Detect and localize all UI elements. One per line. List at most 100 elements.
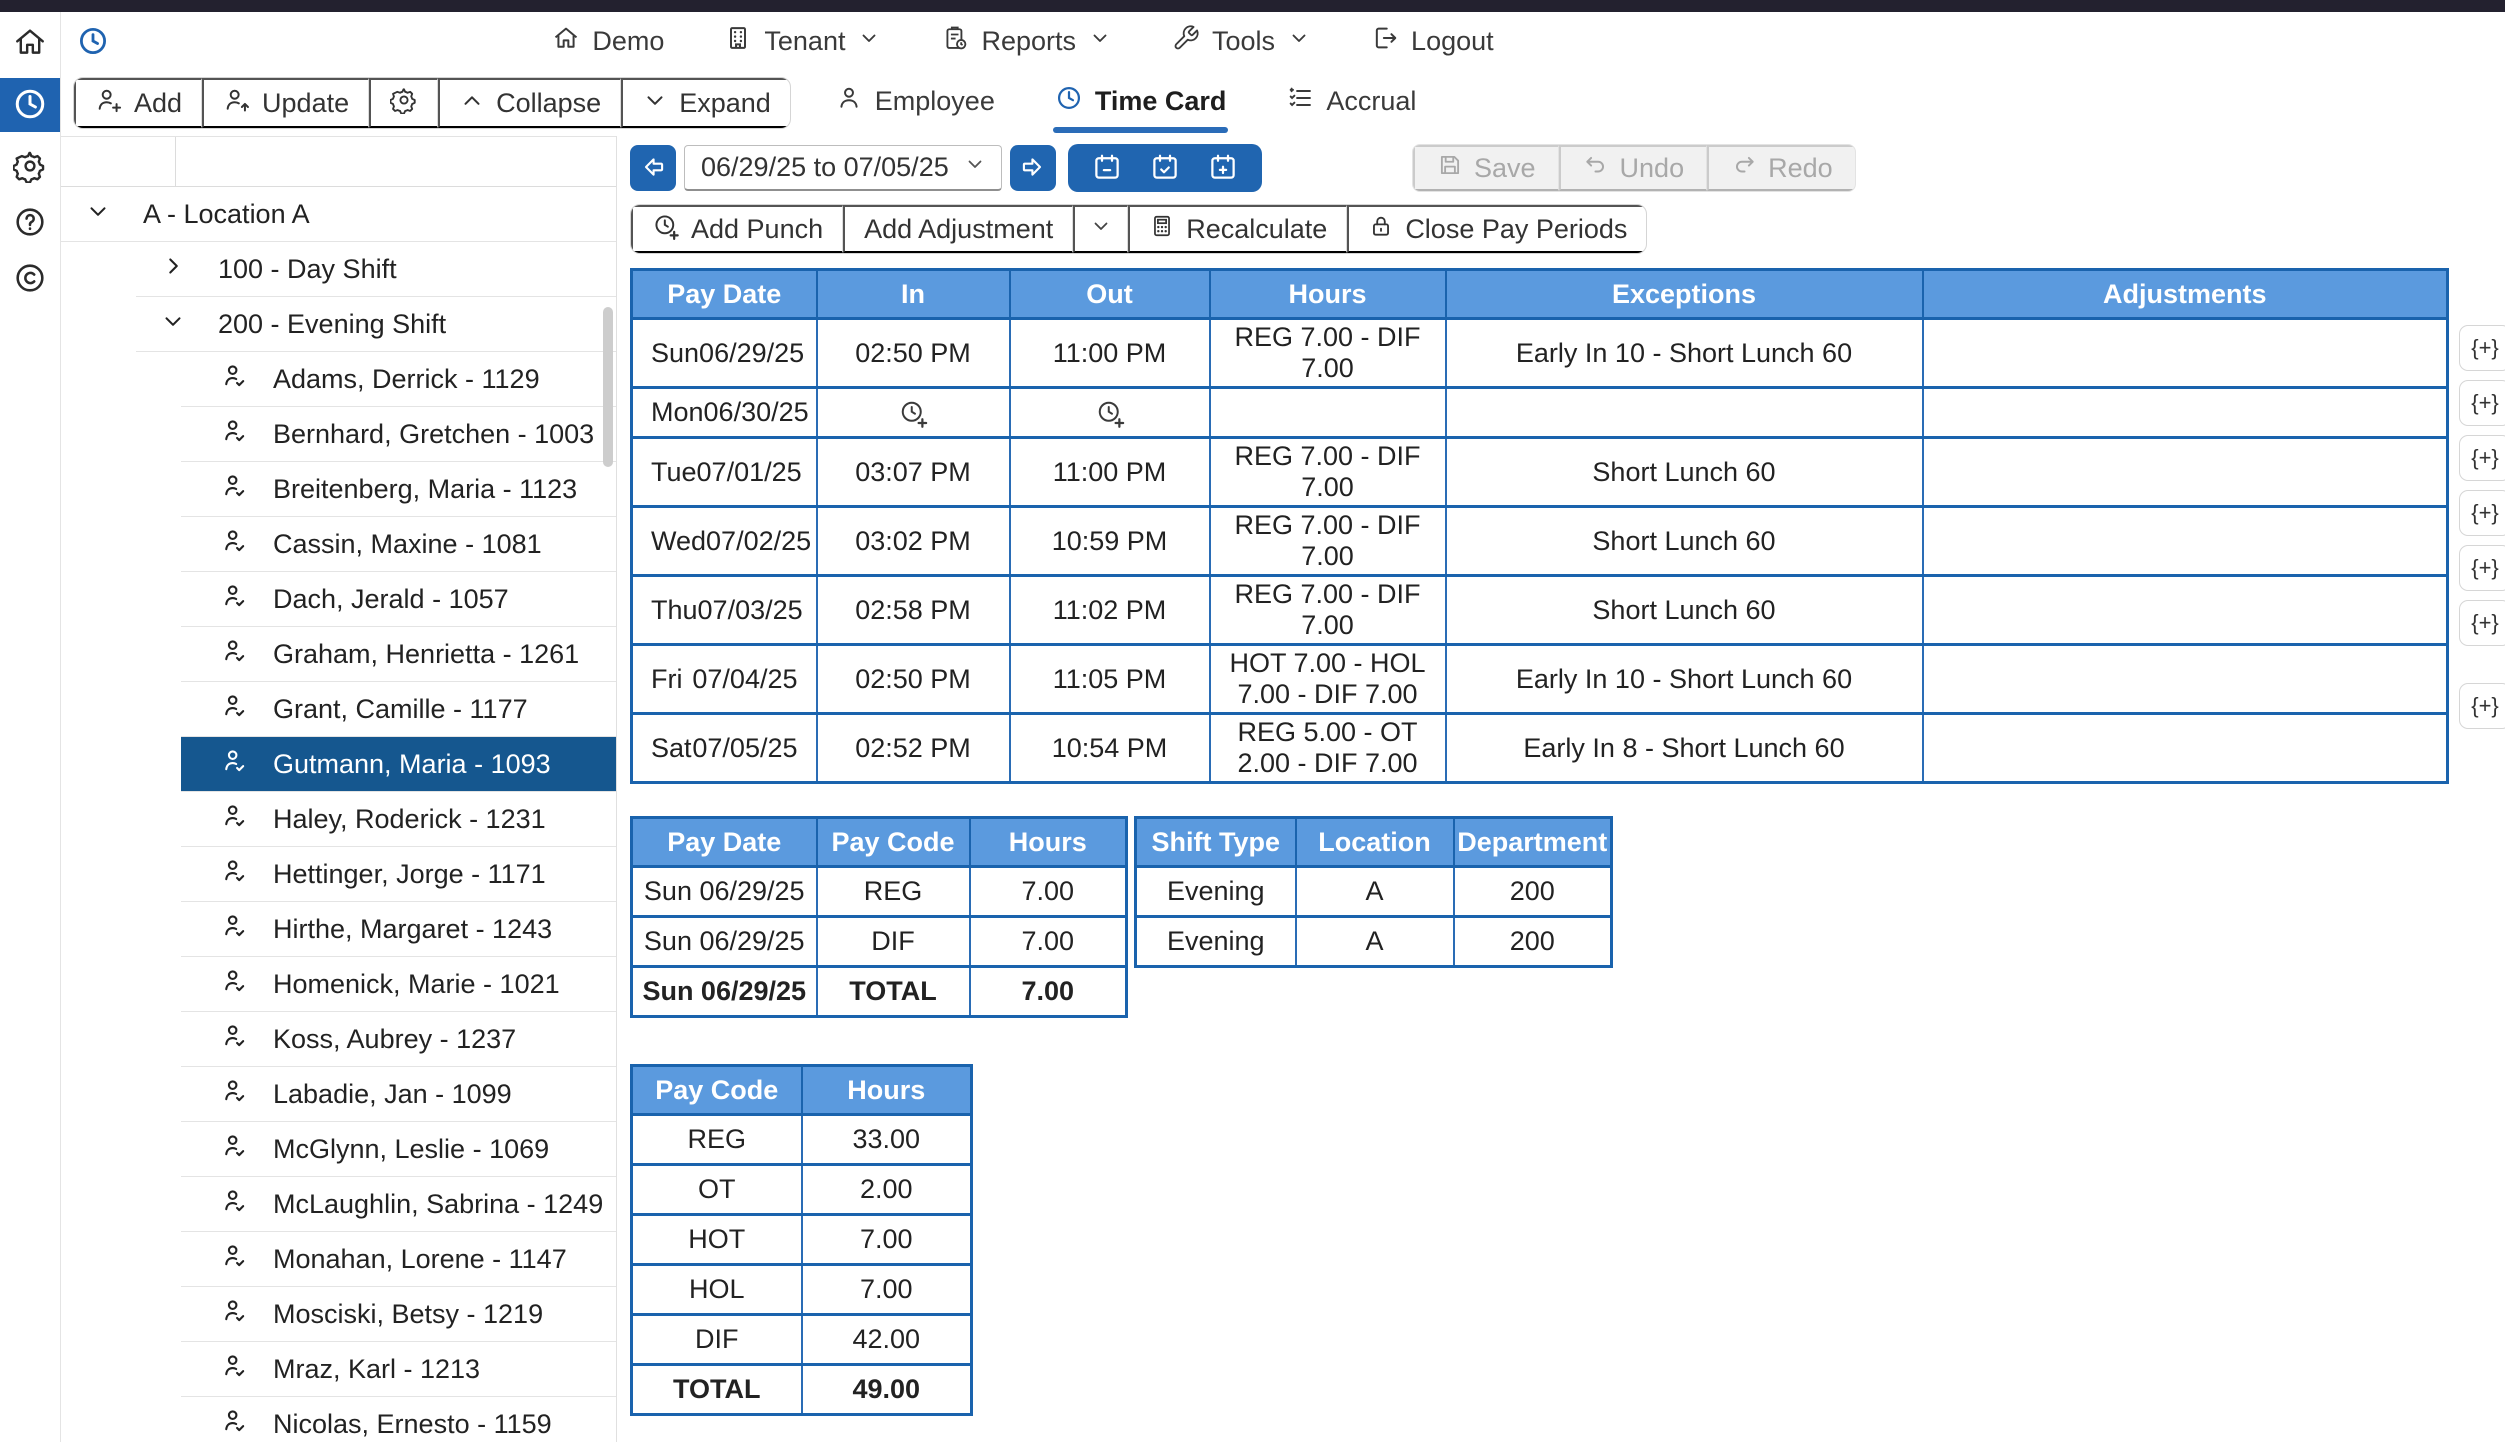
- clock-plus-icon[interactable]: [1019, 398, 1201, 428]
- employee-list-item[interactable]: Mraz, Karl - 1213: [181, 1342, 616, 1397]
- employee-list-item[interactable]: Hettinger, Jorge - 1171: [181, 847, 616, 902]
- settings-button[interactable]: [0, 144, 60, 190]
- employee-list-item[interactable]: Dach, Jerald - 1057: [181, 572, 616, 627]
- in-punch-cell[interactable]: 03:07 PM: [815, 436, 1011, 508]
- date-label: 07/03/25: [697, 594, 803, 625]
- pay-period-select[interactable]: 06/29/25 to 07/05/25: [684, 145, 1002, 191]
- out-punch-cell[interactable]: 10:59 PM: [1008, 505, 1211, 577]
- person-check-icon: [221, 362, 249, 397]
- employee-list-item[interactable]: Koss, Aubrey - 1237: [181, 1012, 616, 1067]
- tree-node-evening-shift[interactable]: 200 - Evening Shift: [136, 297, 616, 352]
- in-punch-cell[interactable]: 03:02 PM: [815, 505, 1011, 577]
- redo-button[interactable]: Redo: [1707, 145, 1855, 191]
- in-punch-cell[interactable]: 02:50 PM: [815, 643, 1011, 715]
- employee-list-item[interactable]: Graham, Henrietta - 1261: [181, 627, 616, 682]
- employee-list-item-selected[interactable]: Gutmann, Maria - 1093: [181, 737, 616, 792]
- nav-demo[interactable]: Demo: [552, 24, 664, 59]
- in-punch-cell[interactable]: [815, 386, 1011, 439]
- clock-plus-icon[interactable]: [826, 398, 1001, 428]
- undo-button[interactable]: Undo: [1558, 145, 1708, 191]
- calendar-check-button[interactable]: [1150, 152, 1180, 185]
- employee-list-item[interactable]: Homenick, Marie - 1021: [181, 957, 616, 1012]
- row-adjustment-button[interactable]: {+}: [2459, 490, 2505, 536]
- out-punch-cell[interactable]: 11:02 PM: [1008, 574, 1211, 646]
- chevron-right-icon: [160, 253, 186, 286]
- employee-list-item[interactable]: McLaughlin, Sabrina - 1249: [181, 1177, 616, 1232]
- tree-node-day-shift[interactable]: 100 - Day Shift: [136, 242, 616, 297]
- collapse-button-label: Collapse: [496, 87, 602, 118]
- tree-scrollbar[interactable]: [603, 307, 613, 467]
- close-pay-periods-button[interactable]: Close Pay Periods: [1347, 205, 1647, 253]
- employee-list-item[interactable]: Haley, Roderick - 1231: [181, 792, 616, 847]
- home-button[interactable]: [0, 20, 60, 66]
- employee-list-item[interactable]: Adams, Derrick - 1129: [181, 352, 616, 407]
- employee-list-item[interactable]: Nicolas, Ernesto - 1159: [181, 1397, 616, 1442]
- tab-employee[interactable]: Employee: [833, 78, 997, 129]
- day-label: Wed: [651, 525, 707, 556]
- person-check-icon: [221, 582, 249, 617]
- calendar-minus-button[interactable]: [1092, 152, 1122, 185]
- employee-list-item[interactable]: Breitenberg, Maria - 1123: [181, 462, 616, 517]
- timecard-rail-button[interactable]: [0, 78, 60, 132]
- employee-list-item[interactable]: Mosciski, Betsy - 1219: [181, 1287, 616, 1342]
- help-button[interactable]: [0, 200, 60, 246]
- employee-list-item[interactable]: McGlynn, Leslie - 1069: [181, 1122, 616, 1177]
- row-adjustment-button[interactable]: {+}: [2459, 325, 2505, 371]
- add-punch-button[interactable]: Add Punch: [631, 205, 844, 253]
- out-punch-cell[interactable]: [1008, 386, 1211, 439]
- row-adjustment-button[interactable]: {+}: [2459, 683, 2505, 729]
- add-adjustment-button[interactable]: Add Adjustment: [843, 205, 1074, 253]
- update-button[interactable]: Update: [202, 78, 370, 128]
- timecard-row: Wed 07/02/25 03:02 PM 10:59 PM REG 7.00 -…: [630, 505, 2449, 577]
- out-punch-cell[interactable]: 11:00 PM: [1008, 317, 1211, 389]
- employee-label: Cassin, Maxine - 1081: [273, 529, 542, 559]
- day-label: Mon: [651, 397, 704, 427]
- row-adjustment-button[interactable]: {+}: [2459, 380, 2505, 426]
- out-punch-cell[interactable]: 11:05 PM: [1008, 643, 1211, 715]
- tab-accrual[interactable]: Accrual: [1284, 78, 1418, 129]
- tab-time-card[interactable]: Time Card: [1052, 78, 1229, 133]
- tree-settings-button[interactable]: [369, 78, 439, 128]
- in-punch-cell[interactable]: 02:58 PM: [815, 574, 1011, 646]
- chevron-down-icon: [963, 152, 987, 183]
- left-icon-rail: [0, 12, 61, 1442]
- calendar-plus-button[interactable]: [1208, 152, 1238, 185]
- employee-list-item[interactable]: Labadie, Jan - 1099: [181, 1067, 616, 1122]
- next-period-button[interactable]: [1010, 145, 1056, 191]
- tab-employee-label: Employee: [874, 85, 995, 116]
- employee-list-item[interactable]: Bernhard, Gretchen - 1003: [181, 407, 616, 462]
- timecard-row: Fri 07/04/25 02:50 PM 11:05 PM HOT 7.00 -…: [630, 643, 2449, 715]
- timecard-row: Mon 06/30/25: [630, 386, 2449, 439]
- row-adjustment-button[interactable]: {+}: [2459, 600, 2505, 646]
- in-punch-cell[interactable]: 02:52 PM: [815, 712, 1011, 784]
- in-punch-cell[interactable]: 02:50 PM: [815, 317, 1011, 389]
- nav-logout[interactable]: Logout: [1371, 24, 1494, 59]
- nav-tenant-label: Tenant: [764, 25, 846, 56]
- employee-list-item[interactable]: Grant, Camille - 1177: [181, 682, 616, 737]
- nav-tenant[interactable]: Tenant: [724, 24, 881, 59]
- row-adjustment-button[interactable]: {+}: [2459, 545, 2505, 591]
- out-punch-cell[interactable]: 10:54 PM: [1008, 712, 1211, 784]
- chevron-down-icon: [1089, 214, 1113, 245]
- employee-list-item[interactable]: Cassin, Maxine - 1081: [181, 517, 616, 572]
- employee-list-item[interactable]: Monahan, Lorene - 1147: [181, 1232, 616, 1287]
- add-adjustment-dropdown[interactable]: [1073, 205, 1129, 253]
- collapse-button[interactable]: Collapse: [438, 78, 622, 128]
- person-up-icon: [223, 86, 251, 121]
- expand-button[interactable]: Expand: [621, 78, 790, 128]
- about-button[interactable]: [0, 256, 60, 302]
- chevron-down-icon: [857, 26, 881, 57]
- nav-reports[interactable]: Reports: [941, 24, 1112, 59]
- previous-period-button[interactable]: [630, 145, 676, 191]
- update-button-label: Update: [262, 87, 350, 118]
- add-button[interactable]: Add: [74, 78, 203, 128]
- recalculate-button[interactable]: Recalculate: [1128, 205, 1348, 253]
- col-hours: Hours: [1208, 268, 1447, 320]
- row-adjustment-button[interactable]: {+}: [2459, 435, 2505, 481]
- nav-tools[interactable]: Tools: [1172, 24, 1311, 59]
- employee-list-item[interactable]: Hirthe, Margaret - 1243: [181, 902, 616, 957]
- out-punch-cell[interactable]: 11:00 PM: [1008, 436, 1211, 508]
- save-button[interactable]: Save: [1413, 145, 1559, 191]
- tree-node-location[interactable]: A - Location A: [61, 187, 616, 242]
- hours-cell: REG 7.00 - DIF 7.00: [1208, 317, 1447, 389]
